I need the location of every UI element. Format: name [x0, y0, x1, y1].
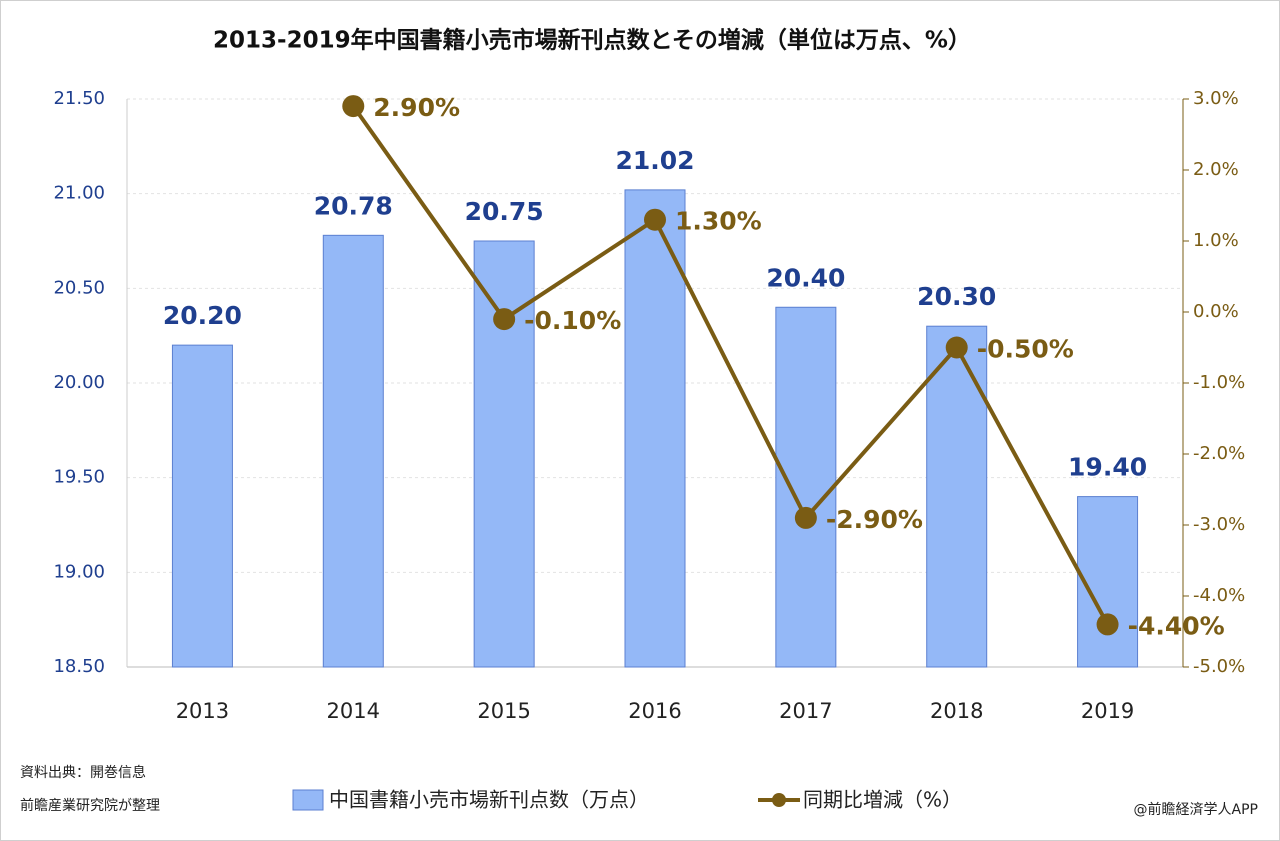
x-tick-label: 2019	[1081, 699, 1134, 723]
bar	[322, 234, 384, 668]
y-tick-label: 21.50	[53, 88, 105, 109]
bar-value-label: 20.20	[163, 301, 242, 330]
legend-swatch	[292, 789, 324, 811]
bar	[1077, 496, 1139, 668]
legend-swatch	[772, 793, 786, 807]
bar-value-label: 20.75	[465, 197, 544, 226]
y-tick-label: 20.00	[53, 372, 105, 393]
line-value-label: -0.10%	[524, 306, 621, 335]
bar	[926, 325, 988, 668]
y2-tick-label: -5.0%	[1193, 656, 1245, 677]
line-marker	[794, 506, 817, 529]
y2-tick-label: -4.0%	[1193, 585, 1245, 606]
bar-value-label: 19.40	[1068, 453, 1147, 482]
line-value-label: -4.40%	[1128, 611, 1225, 640]
x-tick-label: 2018	[930, 699, 983, 723]
source-note: 前瞻産業研究院が整理	[20, 797, 160, 814]
credit: @前瞻経済学人APP	[1134, 801, 1258, 818]
x-tick-label: 2016	[628, 699, 681, 723]
y2-tick-label: 2.0%	[1193, 159, 1239, 180]
x-tick-label: 2015	[477, 699, 530, 723]
x-tick-label: 2017	[779, 699, 832, 723]
source-note: 資料出典：開巻信息	[20, 764, 146, 781]
line-value-label: 1.30%	[675, 207, 762, 236]
line-marker	[342, 95, 365, 118]
line	[351, 104, 1110, 626]
y2-tick-label: 3.0%	[1193, 88, 1239, 109]
y2-tick-label: -3.0%	[1193, 514, 1245, 535]
y2-tick-label: 1.0%	[1193, 230, 1239, 251]
line-value-label: -2.90%	[826, 505, 923, 534]
y2-tick-label: -1.0%	[1193, 372, 1245, 393]
bar	[775, 306, 837, 668]
bar	[171, 344, 233, 668]
line-value-label: -0.50%	[977, 335, 1074, 364]
y-tick-label: 18.50	[53, 656, 105, 677]
x-tick-label: 2013	[176, 699, 229, 723]
y-tick-label: 19.00	[53, 561, 105, 582]
legend-label: 同期比増減（%）	[803, 788, 962, 812]
legend-label: 中国書籍小売市場新刊点数（万点）	[329, 788, 649, 812]
line-marker	[493, 308, 516, 331]
line-marker	[1096, 613, 1119, 636]
y-tick-label: 19.50	[53, 467, 105, 488]
bar-value-label: 21.02	[615, 146, 694, 175]
bar-value-label: 20.78	[314, 191, 393, 220]
bar	[473, 240, 535, 668]
y2-tick-label: 0.0%	[1193, 301, 1239, 322]
line-marker	[644, 208, 666, 231]
bar-value-label: 20.40	[766, 263, 845, 292]
y-tick-label: 21.00	[53, 183, 105, 204]
y-tick-label: 20.50	[53, 277, 105, 298]
y2-tick-label: -2.0%	[1193, 443, 1245, 464]
bar-value-label: 20.30	[917, 282, 996, 311]
line-marker	[945, 336, 968, 359]
x-tick-label: 2014	[327, 699, 380, 723]
line-value-label: 2.90%	[373, 93, 460, 122]
chart-title: 2013-2019年中国書籍小売市場新刊点数とその増減（単位は万点、%）	[213, 27, 971, 54]
bar	[624, 189, 686, 668]
